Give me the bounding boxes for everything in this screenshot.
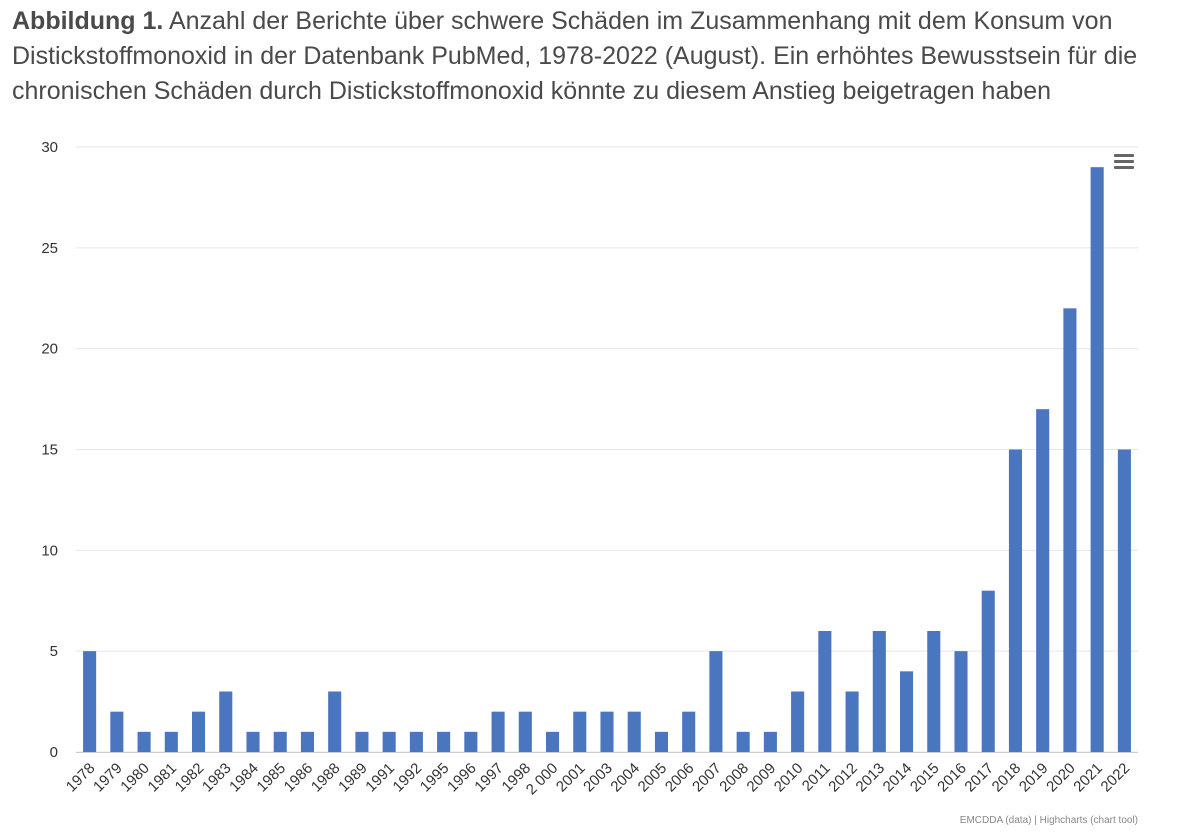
x-tick-label: 2005	[635, 760, 671, 796]
x-tick-label: 1978	[63, 760, 99, 796]
bar	[437, 731, 451, 752]
bar	[328, 691, 342, 752]
x-tick-label: 1985	[253, 760, 289, 796]
x-tick-label: 2010	[771, 760, 807, 796]
x-tick-label: 1983	[199, 760, 235, 796]
x-tick-label: 2019	[1016, 760, 1052, 796]
bar	[355, 731, 369, 752]
bar	[273, 731, 287, 752]
bar	[818, 631, 832, 752]
y-tick-label: 5	[50, 643, 58, 660]
x-tick-label: 2012	[825, 760, 861, 796]
bar	[491, 711, 505, 752]
bar	[1090, 167, 1104, 752]
x-tick-label: 1981	[145, 760, 181, 796]
y-tick-label: 20	[41, 341, 58, 358]
bar	[654, 731, 668, 752]
bar	[682, 711, 696, 752]
x-tick-label: 1988	[308, 760, 344, 796]
bar	[981, 590, 995, 752]
x-tick-label: 2016	[934, 760, 970, 796]
bar	[1117, 449, 1131, 752]
bar	[518, 711, 532, 752]
x-tick-label: 1991	[362, 760, 398, 796]
x-tick-label: 1982	[172, 760, 208, 796]
bar	[845, 691, 859, 752]
bar	[573, 711, 587, 752]
x-tick-label: 1986	[281, 760, 317, 796]
x-tick-label: 2015	[907, 760, 943, 796]
bar	[1063, 308, 1077, 752]
x-tick-label: 2013	[853, 760, 889, 796]
y-tick-label: 10	[41, 542, 58, 559]
bar	[600, 711, 614, 752]
x-tick-label: 2 000	[523, 760, 562, 799]
bar	[736, 731, 750, 752]
y-tick-label: 15	[41, 442, 58, 459]
x-tick-label: 2011	[799, 760, 834, 795]
x-tick-label: 2018	[989, 760, 1025, 796]
bar	[627, 711, 641, 752]
bar	[300, 731, 314, 752]
x-tick-label: 1980	[117, 760, 153, 796]
bar	[219, 691, 233, 752]
bar	[83, 651, 97, 752]
x-tick-label: 1979	[90, 760, 126, 796]
bar	[927, 631, 941, 752]
chart-title: Abbildung 1. Anzahl der Berichte über sc…	[12, 4, 1192, 109]
x-tick-label: 1992	[390, 760, 426, 796]
y-tick-label: 0	[50, 744, 58, 761]
x-tick-label: 2008	[716, 760, 752, 796]
x-tick-label: 2020	[1043, 760, 1079, 796]
y-tick-label: 25	[41, 240, 58, 257]
bar	[464, 731, 478, 752]
x-tick-label: 1996	[444, 760, 480, 796]
x-tick-label: 2001	[553, 760, 589, 796]
x-tick-label: 2003	[580, 760, 616, 796]
x-tick-label: 2014	[880, 760, 916, 796]
x-tick-label: 2021	[1070, 760, 1106, 796]
hamburger-menu-icon[interactable]	[1114, 154, 1134, 170]
bar	[1008, 449, 1022, 752]
x-tick-label: 2006	[662, 760, 698, 796]
bar	[900, 671, 914, 752]
x-tick-label: 2009	[744, 760, 780, 796]
x-tick-label: 2007	[689, 760, 725, 796]
bar	[192, 711, 206, 752]
bar	[164, 731, 178, 752]
bar	[763, 731, 777, 752]
bar	[954, 651, 968, 752]
chart-credits[interactable]: EMCDDA (data) | Highcharts (chart tool)	[959, 815, 1138, 826]
bar	[382, 731, 396, 752]
x-tick-label: 1984	[226, 760, 262, 796]
bar	[546, 731, 560, 752]
x-tick-label: 2017	[961, 760, 997, 796]
figure-label: Abbildung 1.	[12, 7, 164, 35]
bar	[246, 731, 260, 752]
bar	[791, 691, 805, 752]
bar	[1036, 409, 1050, 752]
x-tick-label: 1995	[417, 760, 453, 796]
x-tick-label: 1989	[335, 760, 371, 796]
x-tick-label: 2022	[1098, 760, 1134, 796]
x-tick-label: 1997	[471, 760, 507, 796]
figure-caption: Anzahl der Berichte über schwere Schäden…	[12, 7, 1138, 105]
bar	[409, 731, 423, 752]
bar	[709, 651, 723, 752]
y-tick-label: 30	[41, 139, 58, 156]
bar	[872, 631, 886, 752]
bar	[137, 731, 151, 752]
x-tick-label: 2004	[607, 760, 643, 796]
bar	[110, 711, 124, 752]
